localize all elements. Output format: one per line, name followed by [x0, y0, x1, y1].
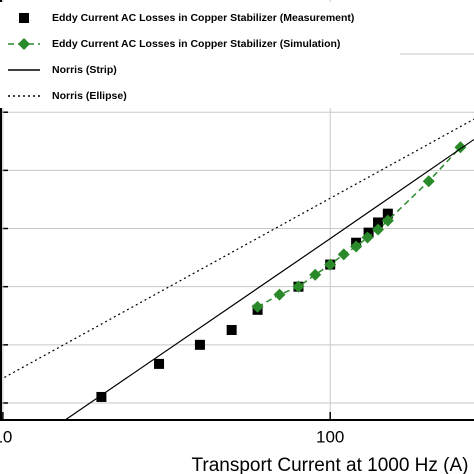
marker	[292, 280, 305, 293]
legend-label: Norris (Strip)	[52, 64, 117, 76]
marker	[361, 231, 374, 244]
marker	[309, 268, 322, 281]
marker	[350, 240, 363, 253]
legend-box	[0, 2, 400, 108]
legend: Eddy Current AC Losses in Copper Stabili…	[0, 2, 400, 108]
marker	[337, 248, 350, 261]
series-line	[64, 138, 474, 421]
marker	[194, 339, 205, 350]
marker	[19, 13, 29, 23]
marker	[18, 38, 30, 50]
legend-label: Norris (Ellipse)	[52, 90, 127, 102]
series-line	[0, 118, 474, 381]
x-tick-label: 100	[316, 427, 344, 446]
marker	[324, 258, 337, 271]
marker	[154, 358, 165, 369]
marker	[381, 214, 394, 227]
marker	[372, 223, 385, 236]
x-tick-label: 10	[0, 427, 12, 446]
x-axis-label: Transport Current at 1000 Hz (A)	[191, 455, 468, 474]
marker	[226, 324, 237, 335]
marker	[422, 175, 435, 188]
marker	[96, 391, 107, 402]
marker	[251, 300, 264, 313]
marker	[273, 288, 286, 301]
marker	[382, 208, 393, 219]
marker	[373, 217, 384, 228]
legend-label: Eddy Current AC Losses in Copper Stabili…	[52, 12, 354, 24]
legend-label: Eddy Current AC Losses in Copper Stabili…	[52, 38, 340, 50]
